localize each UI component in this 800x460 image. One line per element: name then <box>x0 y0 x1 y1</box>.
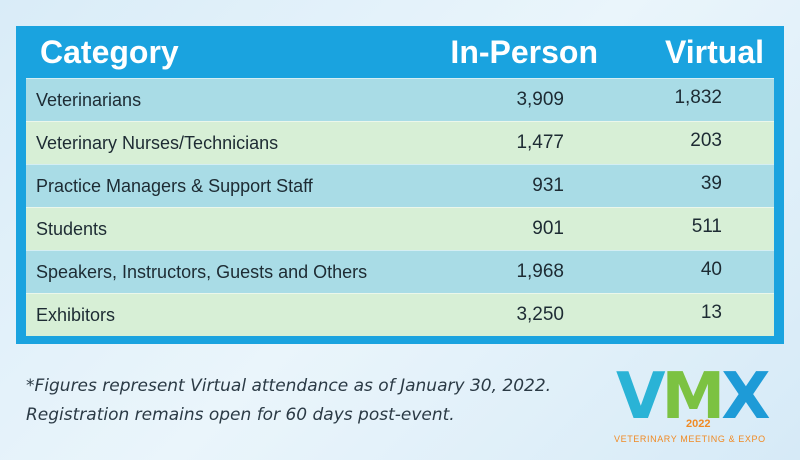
table-header: Category In-Person Virtual <box>16 26 784 78</box>
logo-letter-m: M <box>661 360 726 434</box>
table-row: Students 901 511 <box>26 207 774 250</box>
row-virtual-cell: 1,832 <box>674 87 722 108</box>
footnote-line-2: Registration remains open for 60 days po… <box>26 405 455 425</box>
logo-letter-x: X <box>721 360 770 434</box>
logo-letters: VMX <box>616 360 771 434</box>
table-row: Practice Managers & Support Staff 931 39 <box>26 164 774 207</box>
row-category-cell: Speakers, Instructors, Guests and Others <box>36 262 368 282</box>
footnote-line-1: *Figures represent Virtual attendance as… <box>26 376 552 396</box>
row-virtual-cell: 511 <box>691 216 722 237</box>
header-in-person: In-Person <box>450 34 598 70</box>
row-category-cell: Exhibitors <box>36 305 116 325</box>
row-category-cell: Practice Managers & Support Staff <box>36 176 313 196</box>
footnote: *Figures represent Virtual attendance as… <box>26 372 616 430</box>
logo-letter-v: V <box>616 360 665 434</box>
table-row: Veterinary Nurses/Technicians 1,477 203 <box>26 121 774 164</box>
vmx-logo: VMX 2022 VETERINARY MEETING & EXPO <box>610 362 790 454</box>
row-virtual-cell: 40 <box>700 259 722 280</box>
table-row: Exhibitors 3,250 13 <box>26 293 774 336</box>
attendance-table: Category In-Person Virtual Veterinarians… <box>16 26 784 344</box>
table-row: Veterinarians 3,909 1,832 <box>26 78 774 121</box>
row-category-cell: Veterinary Nurses/Technicians <box>36 133 279 153</box>
logo-tagline: VETERINARY MEETING & EXPO <box>614 434 766 444</box>
row-in-person-cell: 3,250 <box>516 304 564 325</box>
row-category-cell: Students <box>36 219 108 239</box>
row-category-cell: Veterinarians <box>36 90 142 110</box>
header-virtual: Virtual <box>665 34 764 70</box>
row-in-person-cell: 931 <box>532 175 564 196</box>
row-virtual-cell: 39 <box>700 173 722 194</box>
logo-year: 2022 <box>686 418 711 430</box>
table-row: Speakers, Instructors, Guests and Others… <box>26 250 774 293</box>
row-virtual-cell: 203 <box>690 130 722 151</box>
row-virtual-cell: 13 <box>700 302 722 323</box>
header-category: Category <box>40 34 179 70</box>
table-body: Veterinarians 3,909 1,832 Veterinary Nurses… <box>26 78 774 336</box>
row-in-person-cell: 1,477 <box>516 132 564 153</box>
row-in-person-cell: 1,968 <box>516 261 564 282</box>
row-in-person-cell: 3,909 <box>516 89 564 110</box>
row-in-person-cell: 901 <box>532 218 564 239</box>
